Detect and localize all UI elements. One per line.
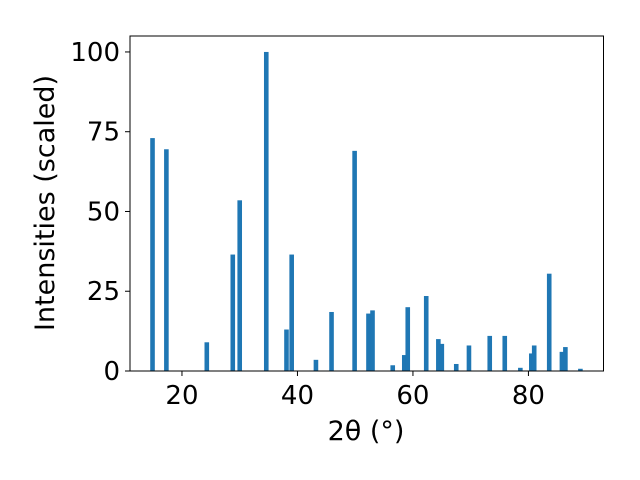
bar [466, 345, 472, 371]
y-tick-label: 50 [87, 197, 120, 227]
bar [578, 368, 583, 371]
bar [563, 347, 568, 371]
y-axis-label: Intensities (scaled) [30, 75, 61, 331]
bar [401, 355, 407, 371]
bar [313, 359, 319, 371]
bar [518, 367, 523, 371]
y-tick-label: 75 [87, 118, 120, 148]
bar [502, 335, 508, 371]
bar [546, 273, 552, 371]
bar [329, 311, 334, 371]
y-tick-label: 100 [70, 38, 120, 68]
bar [237, 200, 243, 371]
bars-group [150, 51, 583, 371]
bar [289, 254, 294, 371]
bar [529, 353, 534, 371]
bar [352, 150, 357, 371]
bar [284, 329, 289, 371]
bar [230, 254, 236, 371]
bar [531, 345, 537, 371]
x-ticks-group: 20 40 60 80 [165, 371, 545, 411]
bar [559, 351, 565, 371]
bar [439, 343, 445, 371]
x-axis-label: 2θ (°) [328, 416, 405, 447]
y-tick-label: 0 [103, 357, 120, 387]
x-tick-label: 80 [512, 381, 545, 411]
x-tick-label: 60 [396, 381, 429, 411]
bar [263, 51, 269, 371]
bar [436, 339, 441, 371]
x-tick-label: 40 [281, 381, 314, 411]
x-tick-label: 20 [165, 381, 198, 411]
plot-frame [129, 35, 604, 372]
y-ticks-group: 0 25 50 75 100 [70, 38, 130, 387]
bar [366, 313, 371, 371]
bar [423, 296, 429, 371]
bar [453, 363, 459, 371]
bar [487, 335, 493, 371]
bar [390, 365, 396, 371]
bar [204, 342, 210, 371]
y-tick-label: 25 [87, 277, 120, 307]
bar [405, 307, 411, 371]
bar [150, 138, 155, 371]
bar [164, 149, 169, 371]
bar [370, 310, 375, 371]
